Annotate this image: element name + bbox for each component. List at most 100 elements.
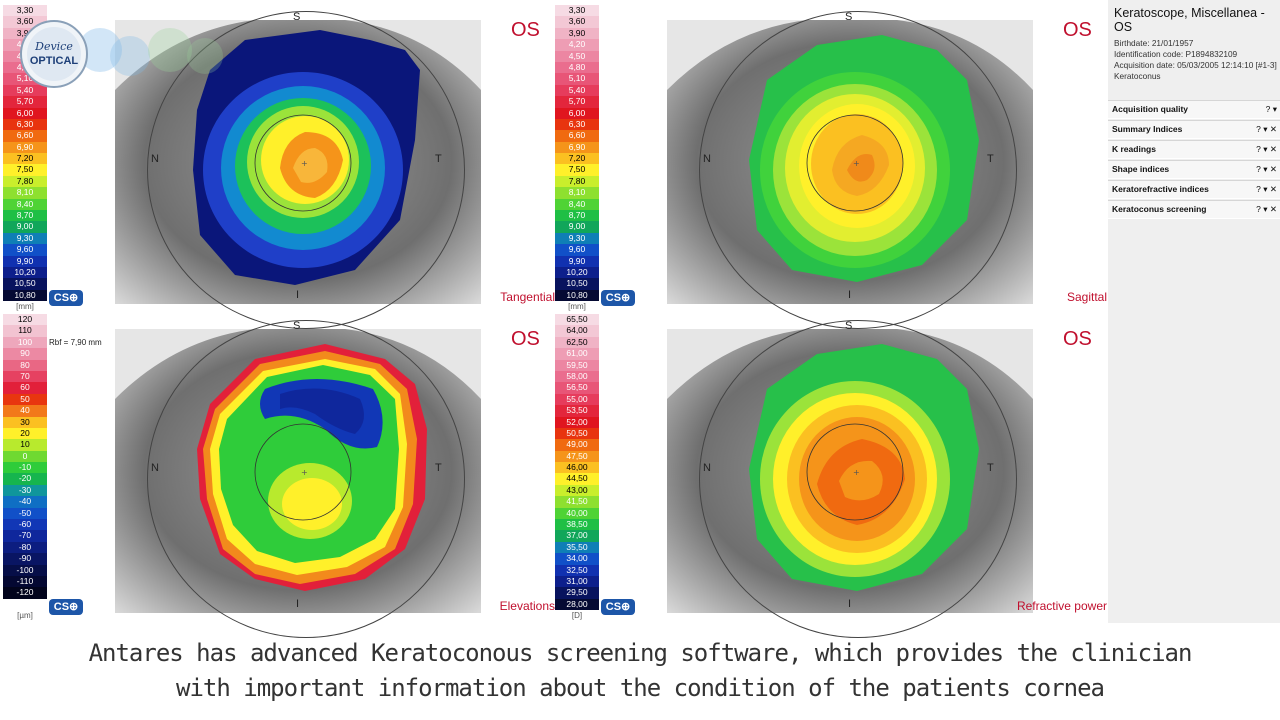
panel-title: Keratoscope, Miscellanea - OS bbox=[1114, 6, 1265, 34]
scale-value: 6,30 bbox=[555, 118, 599, 131]
scale-value: 20 bbox=[3, 427, 47, 440]
scale-value: 64,00 bbox=[555, 325, 599, 337]
section-label: K readings bbox=[1112, 144, 1156, 154]
section-keratoconus-screening[interactable]: Keratoconus screening ? ▾ ✕ bbox=[1108, 200, 1280, 219]
scale-value: 40 bbox=[3, 405, 47, 417]
section-acquisition-quality[interactable]: Acquisition quality ? ▾ bbox=[1108, 100, 1280, 119]
eye-photo: + bbox=[667, 329, 1033, 613]
scale-value: 47,50 bbox=[555, 450, 599, 463]
scale-value: 32,50 bbox=[555, 564, 599, 576]
scale-value: 9,90 bbox=[3, 255, 47, 267]
scale-value: 52,00 bbox=[555, 416, 599, 428]
scale-value: -90 bbox=[3, 553, 47, 565]
scale-value: 29,50 bbox=[555, 587, 599, 599]
section-controls[interactable]: ? ▾ ✕ bbox=[1256, 164, 1277, 174]
scale-value: 3,90 bbox=[3, 27, 47, 40]
svg-text:+: + bbox=[853, 468, 860, 477]
scale-value: 9,60 bbox=[555, 244, 599, 256]
scale-value: 3,30 bbox=[3, 5, 47, 17]
scale-value: 65,50 bbox=[555, 314, 599, 326]
scale-value: -30 bbox=[3, 484, 47, 497]
device-optical-logo: Device OPTICAL bbox=[20, 20, 223, 88]
scale-value: 100 bbox=[3, 336, 47, 349]
scale-value: 7,50 bbox=[555, 164, 599, 176]
scale-value: 6,30 bbox=[3, 118, 47, 131]
scale-value: 9,00 bbox=[3, 221, 47, 233]
caption-line1: Antares has advanced Keratoconous screen… bbox=[88, 639, 1193, 667]
patient-birthdate: Birthdate: 21/01/1957 bbox=[1114, 38, 1194, 48]
scale-value: 10,20 bbox=[3, 266, 47, 279]
map-title: Tangential bbox=[500, 290, 555, 304]
orientation-superior: S bbox=[845, 320, 853, 332]
section-keratorefractive-indices[interactable]: Keratorefractive indices ? ▾ ✕ bbox=[1108, 180, 1280, 199]
map-title: Sagittal bbox=[1066, 290, 1107, 304]
scale-value: 50 bbox=[3, 393, 47, 406]
scale-value: 6,60 bbox=[3, 130, 47, 142]
orientation-nasal: N bbox=[151, 153, 159, 165]
orientation-inferior: I bbox=[848, 598, 852, 610]
scale-value: 5,10 bbox=[555, 73, 599, 85]
section-shape-indices[interactable]: Shape indices ? ▾ ✕ bbox=[1108, 160, 1280, 179]
section-controls[interactable]: ? ▾ ✕ bbox=[1256, 184, 1277, 194]
video-caption: Antares has advanced Keratoconous screen… bbox=[0, 636, 1280, 706]
section-label: Keratoconus screening bbox=[1112, 204, 1207, 214]
scale-value: -20 bbox=[3, 473, 47, 485]
orientation-temporal: T bbox=[435, 153, 442, 165]
section-label: Shape indices bbox=[1112, 164, 1170, 174]
scale-value: 9,90 bbox=[555, 255, 599, 267]
scale-value: 10,50 bbox=[555, 278, 599, 290]
svg-text:+: + bbox=[853, 159, 860, 168]
section-k-readings[interactable]: K readings ? ▾ ✕ bbox=[1108, 140, 1280, 159]
scale-value: -80 bbox=[3, 541, 47, 554]
orientation-temporal: T bbox=[987, 153, 994, 165]
scale-value: 60 bbox=[3, 382, 47, 394]
cso-logo: CS⊕ bbox=[601, 599, 635, 615]
eye-photo: + bbox=[115, 20, 481, 304]
scale-unit: [mm] bbox=[568, 302, 586, 311]
scale-value: 10,50 bbox=[3, 278, 47, 290]
scale-value: 5,70 bbox=[555, 96, 599, 108]
section-summary-indices[interactable]: Summary Indices ? ▾ ✕ bbox=[1108, 120, 1280, 139]
scale-value: 7,50 bbox=[3, 164, 47, 176]
scale-value: 7,80 bbox=[3, 175, 47, 188]
scale-value: 6,90 bbox=[555, 141, 599, 154]
scale-value: -100 bbox=[3, 564, 47, 576]
section-controls[interactable]: ? ▾ bbox=[1265, 104, 1277, 114]
orientation-inferior: I bbox=[848, 289, 852, 301]
scale-value: -120 bbox=[3, 587, 47, 599]
logo-line1: Device bbox=[34, 40, 73, 53]
scale-value: 5,40 bbox=[3, 84, 47, 97]
scale-value: 9,00 bbox=[555, 221, 599, 233]
scale-value: 9,60 bbox=[3, 244, 47, 256]
scale-value: 49,00 bbox=[555, 439, 599, 451]
scale-value: -110 bbox=[3, 575, 47, 588]
scale-value: 80 bbox=[3, 359, 47, 371]
scale-value: 6,00 bbox=[555, 107, 599, 119]
scale-value: 7,20 bbox=[555, 153, 599, 165]
scale-value: -70 bbox=[3, 530, 47, 542]
section-controls[interactable]: ? ▾ ✕ bbox=[1256, 144, 1277, 154]
scale-value: 35,50 bbox=[555, 541, 599, 554]
orientation-inferior: I bbox=[296, 598, 300, 610]
scale-value: -60 bbox=[3, 519, 47, 531]
scale-value: 61,00 bbox=[555, 348, 599, 360]
scale-value: 40,00 bbox=[555, 507, 599, 520]
map-title: Elevations bbox=[499, 599, 555, 613]
best-fit-radius: Rbf = 7,90 mm bbox=[49, 338, 102, 347]
scale-value: 5,70 bbox=[3, 96, 47, 108]
eye-photo: + bbox=[667, 20, 1033, 304]
section-controls[interactable]: ? ▾ ✕ bbox=[1256, 124, 1277, 134]
scale-value: -50 bbox=[3, 507, 47, 520]
scale-value: 3,60 bbox=[3, 16, 47, 28]
section-controls[interactable]: ? ▾ ✕ bbox=[1256, 204, 1277, 214]
orientation-superior: S bbox=[845, 11, 853, 23]
patient-id: Identification code: P1894832109 bbox=[1114, 49, 1238, 59]
scale-value: 8,10 bbox=[3, 187, 47, 199]
scale-value: 7,80 bbox=[555, 175, 599, 188]
map-sagittal: 3,30 3,60 3,90 4,20 4,50 4,80 5,10 5,40 … bbox=[555, 5, 1107, 329]
scale-value: 43,00 bbox=[555, 484, 599, 497]
eye-label: OS bbox=[1063, 19, 1092, 41]
scale-value: 34,00 bbox=[555, 553, 599, 565]
scale-value: 46,00 bbox=[555, 462, 599, 474]
scale-value: 8,40 bbox=[3, 198, 47, 211]
